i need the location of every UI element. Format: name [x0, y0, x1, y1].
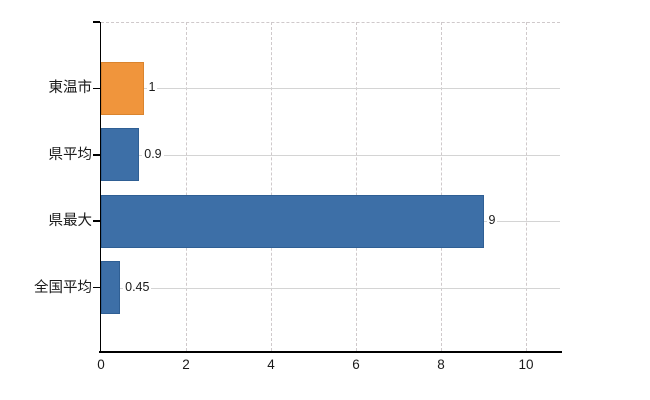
gridline-vertical — [441, 22, 442, 351]
category-label: 東温市 — [48, 80, 93, 97]
gridline-horizontal — [101, 287, 560, 289]
bar-value-label: 1 — [146, 80, 158, 96]
gridline-vertical — [271, 22, 272, 351]
gridline-horizontal — [101, 88, 560, 90]
x-axis-tick-label: 2 — [182, 357, 190, 372]
bar-4 — [101, 261, 121, 315]
x-axis-tick-label: 0 — [97, 357, 105, 372]
gridline-vertical — [356, 22, 357, 351]
bar-1 — [101, 61, 144, 115]
x-axis-line — [99, 351, 562, 353]
x-axis-tick-label: 8 — [437, 357, 445, 372]
category-label: 全国平均 — [34, 279, 92, 296]
y-axis-line — [99, 22, 101, 351]
bar-value-label: 0.45 — [123, 279, 152, 295]
gridline-horizontal — [101, 154, 560, 156]
category-label: 県最大 — [48, 213, 93, 230]
bar-value-label: 0.9 — [142, 146, 164, 162]
x-axis-tick-label: 4 — [267, 357, 275, 372]
y-axis-tick — [93, 87, 100, 90]
bar-value-label: 9 — [486, 213, 498, 229]
y-axis-top-tick — [93, 21, 100, 23]
gridline-vertical — [186, 22, 187, 351]
bar-2 — [101, 128, 140, 182]
x-axis-tick-label: 6 — [352, 357, 360, 372]
y-axis-tick — [93, 286, 100, 289]
y-axis-tick — [93, 154, 100, 156]
bar-3 — [101, 194, 484, 248]
category-label: 県平均 — [48, 146, 93, 163]
x-axis-tick-label: 10 — [518, 357, 534, 372]
gridline-vertical — [526, 22, 527, 351]
gridline-top — [101, 22, 560, 23]
plot-area: 1 0.9 9 0.45 — [93, 21, 562, 353]
y-axis-tick — [93, 220, 100, 222]
